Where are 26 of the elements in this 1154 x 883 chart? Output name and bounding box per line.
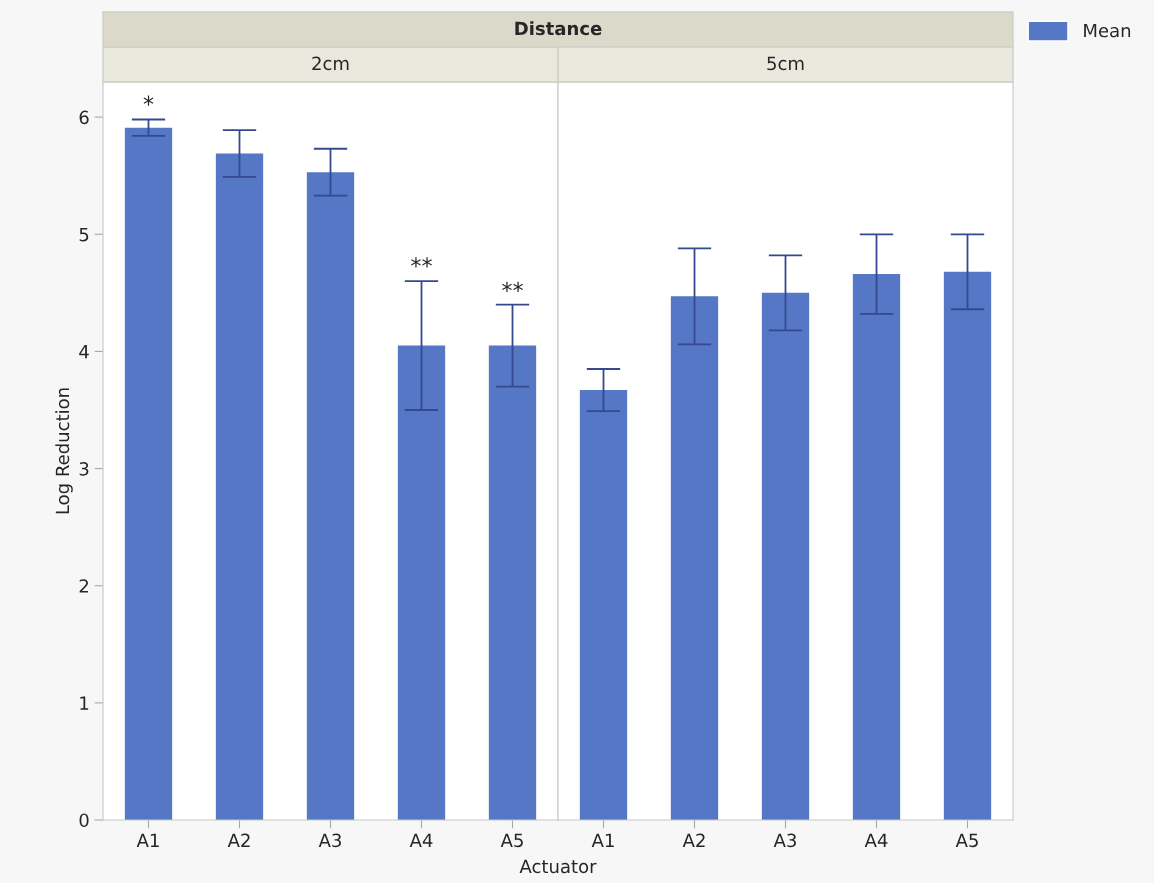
- legend-label: Mean: [1084, 23, 1131, 38]
- annotation: *: [143, 95, 154, 106]
- y-tick-label: 5: [79, 227, 89, 242]
- x-tick-label: A5: [500, 833, 523, 848]
- x-tick-label: A1: [136, 833, 159, 847]
- y-tick-label: 6: [79, 110, 89, 125]
- x-tick-label: A4: [409, 833, 433, 847]
- chart-title: 5cm: [767, 56, 804, 71]
- y-tick-label: 3: [79, 462, 89, 476]
- x-tick-label: A3: [773, 833, 796, 848]
- y-tick-label: 4: [79, 345, 89, 359]
- x-tick-label: A4: [864, 833, 888, 847]
- y-tick-label: 1: [80, 696, 89, 710]
- x-tick-label: A3: [318, 833, 341, 848]
- annotation: **: [411, 257, 432, 268]
- x-axis-title: Actuator: [519, 859, 597, 874]
- x-tick-label: A5: [955, 833, 978, 848]
- text: Distance: [515, 21, 602, 36]
- y-axis-title: Log Reduction: [55, 388, 73, 514]
- y-tick-label: 2: [79, 579, 88, 593]
- x-tick-label: A2: [682, 833, 705, 847]
- chart-title: 2cm: [312, 56, 349, 71]
- y-tick-label: 0: [79, 813, 89, 828]
- annotation: **: [502, 281, 523, 292]
- x-tick-label: A2: [227, 833, 250, 847]
- x-tick-label: A1: [591, 833, 614, 847]
